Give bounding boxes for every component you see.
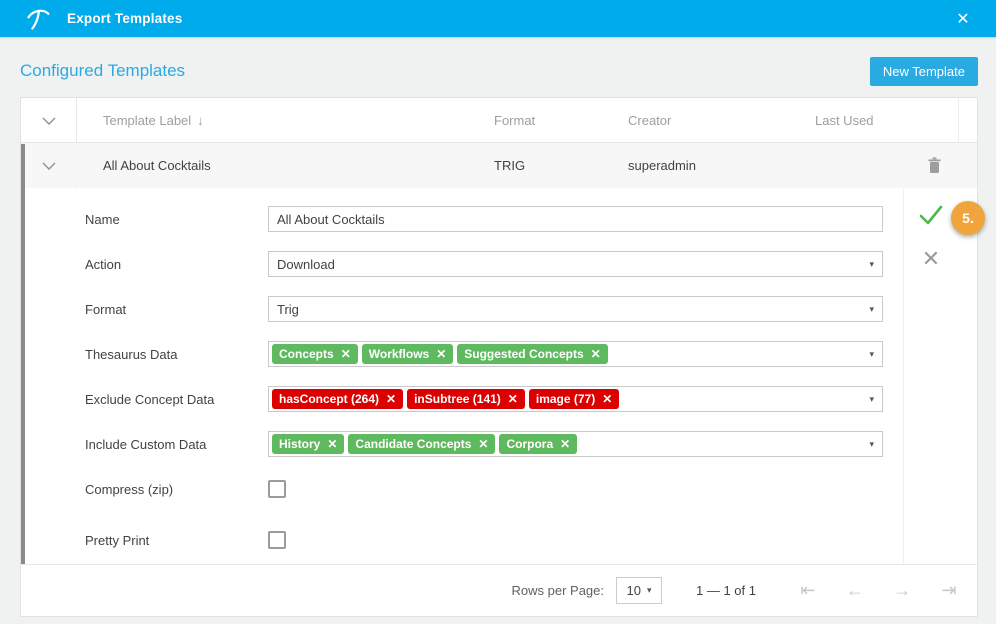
previous-page-icon[interactable]: ← xyxy=(846,580,864,600)
editor-actions: ✕ xyxy=(904,201,958,273)
caret-down-icon: ▾ xyxy=(869,393,874,404)
tag-suggested-concepts[interactable]: Suggested Concepts ✕ xyxy=(457,344,608,364)
tag-image[interactable]: image (77) ✕ xyxy=(528,389,620,409)
templates-table-card: Template Label ↓ Format Creator Last Use… xyxy=(20,97,978,617)
step-annotation-badge: 5. xyxy=(951,201,985,235)
tag-insubtree[interactable]: inSubtree (141) ✕ xyxy=(407,389,525,409)
pretty-print-checkbox[interactable] xyxy=(268,531,286,549)
form-row-action: Action Download ▾ xyxy=(85,251,883,277)
save-template-button[interactable] xyxy=(917,201,945,229)
thesaurus-data-label: Thesaurus Data xyxy=(85,346,178,362)
tag-workflows[interactable]: Workflows ✕ xyxy=(361,344,454,364)
table-footer: Rows per Page: 10 ▾ 1 — 1 of 1 ⇤ ← → ⇥ xyxy=(21,564,977,616)
column-header-template-label[interactable]: Template Label ↓ xyxy=(103,113,204,128)
actions-column-divider xyxy=(903,189,904,564)
last-page-icon[interactable]: ⇥ xyxy=(941,580,957,600)
caret-down-icon: ▾ xyxy=(869,348,874,359)
exclude-concept-data-multiselect[interactable]: hasConcept (264) ✕ inSubtree (141) ✕ ima… xyxy=(268,386,883,412)
action-label: Action xyxy=(85,256,122,272)
name-input[interactable] xyxy=(268,206,883,232)
template-editor: Name Action Download ▾ Format Trig ▾ The… xyxy=(21,189,977,564)
page-header: Configured Templates New Template xyxy=(20,55,978,87)
collapse-row-chevron-icon[interactable] xyxy=(21,143,76,188)
tag-candidate-concepts[interactable]: Candidate Concepts ✕ xyxy=(348,434,496,454)
form-row-compress: Compress (zip) xyxy=(85,476,883,502)
form-row-format: Format Trig ▾ xyxy=(85,296,883,322)
first-page-icon[interactable]: ⇤ xyxy=(800,580,816,600)
row-format: TRIG xyxy=(494,158,526,173)
remove-tag-icon[interactable]: ✕ xyxy=(478,437,489,451)
column-header-format[interactable]: Format xyxy=(494,113,536,128)
remove-tag-icon[interactable]: ✕ xyxy=(507,392,518,406)
checkmark-icon xyxy=(919,205,943,225)
caret-down-icon: ▾ xyxy=(869,303,874,314)
form-row-include-custom-data: Include Custom Data History ✕ Candidate … xyxy=(85,431,883,457)
column-header-creator[interactable]: Creator xyxy=(628,113,672,128)
form-row-pretty-print: Pretty Print xyxy=(85,527,883,553)
remove-tag-icon[interactable]: ✕ xyxy=(327,437,338,451)
tag-history[interactable]: History ✕ xyxy=(272,434,345,454)
form-row-name: Name xyxy=(85,206,883,232)
trash-icon xyxy=(928,157,940,173)
remove-tag-icon[interactable]: ✕ xyxy=(386,392,397,406)
page-title: Configured Templates xyxy=(20,61,186,80)
pagination-range: 1 — 1 of 1 xyxy=(696,583,756,598)
table-row[interactable]: All About Cocktails TRIG superadmin xyxy=(21,143,977,188)
name-label: Name xyxy=(85,211,120,227)
row-template-label: All About Cocktails xyxy=(103,158,211,173)
dialog-title: Export Templates xyxy=(67,11,183,26)
format-select[interactable]: Trig ▾ xyxy=(268,296,883,322)
cancel-edit-button[interactable]: ✕ xyxy=(921,246,941,271)
action-selected-value: Download xyxy=(277,256,335,272)
close-icon[interactable]: ✕ xyxy=(956,10,970,28)
tag-corpora[interactable]: Corpora ✕ xyxy=(499,434,578,454)
remove-tag-icon[interactable]: ✕ xyxy=(602,392,613,406)
form-row-exclude-concept-data: Exclude Concept Data hasConcept (264) ✕ … xyxy=(85,386,883,412)
sort-desc-icon[interactable]: ↓ xyxy=(197,113,204,128)
expanded-row-accent xyxy=(21,144,25,564)
remove-tag-icon[interactable]: ✕ xyxy=(590,347,601,361)
thesaurus-data-multiselect[interactable]: Concepts ✕ Workflows ✕ Suggested Concept… xyxy=(268,341,883,367)
remove-tag-icon[interactable]: ✕ xyxy=(340,347,351,361)
form-row-thesaurus-data: Thesaurus Data Concepts ✕ Workflows ✕ Su… xyxy=(85,341,883,367)
new-template-button[interactable]: New Template xyxy=(869,56,978,86)
include-custom-data-multiselect[interactable]: History ✕ Candidate Concepts ✕ Corpora ✕… xyxy=(268,431,883,457)
expand-all-chevron-icon[interactable] xyxy=(21,98,76,143)
pretty-print-label: Pretty Print xyxy=(85,532,150,548)
caret-down-icon: ▾ xyxy=(869,258,874,269)
table-header-row: Template Label ↓ Format Creator Last Use… xyxy=(21,98,977,143)
format-label: Format xyxy=(85,301,127,317)
row-creator: superadmin xyxy=(628,158,696,173)
exclude-concept-data-label: Exclude Concept Data xyxy=(85,391,215,407)
column-header-last-used[interactable]: Last Used xyxy=(815,113,874,128)
compress-zip-checkbox[interactable] xyxy=(268,480,286,498)
caret-down-icon: ▾ xyxy=(646,585,652,595)
remove-tag-icon[interactable]: ✕ xyxy=(436,347,447,361)
action-select[interactable]: Download ▾ xyxy=(268,251,883,277)
titlebar: Export Templates ✕ xyxy=(0,0,996,37)
include-custom-data-label: Include Custom Data xyxy=(85,436,207,452)
rows-per-page-label: Rows per Page: xyxy=(511,583,605,598)
rows-per-page-select[interactable]: 10 ▾ xyxy=(616,577,663,604)
remove-tag-icon[interactable]: ✕ xyxy=(560,437,571,451)
template-form: Name Action Download ▾ Format Trig ▾ The… xyxy=(85,206,883,578)
app-logo-icon xyxy=(25,6,51,32)
next-page-icon[interactable]: → xyxy=(893,580,911,600)
tag-hasconcept[interactable]: hasConcept (264) ✕ xyxy=(272,389,404,409)
caret-down-icon: ▾ xyxy=(869,438,874,449)
tag-concepts[interactable]: Concepts ✕ xyxy=(272,344,358,364)
compress-zip-label: Compress (zip) xyxy=(85,481,174,497)
delete-template-button[interactable] xyxy=(919,143,949,188)
format-selected-value: Trig xyxy=(277,301,299,317)
